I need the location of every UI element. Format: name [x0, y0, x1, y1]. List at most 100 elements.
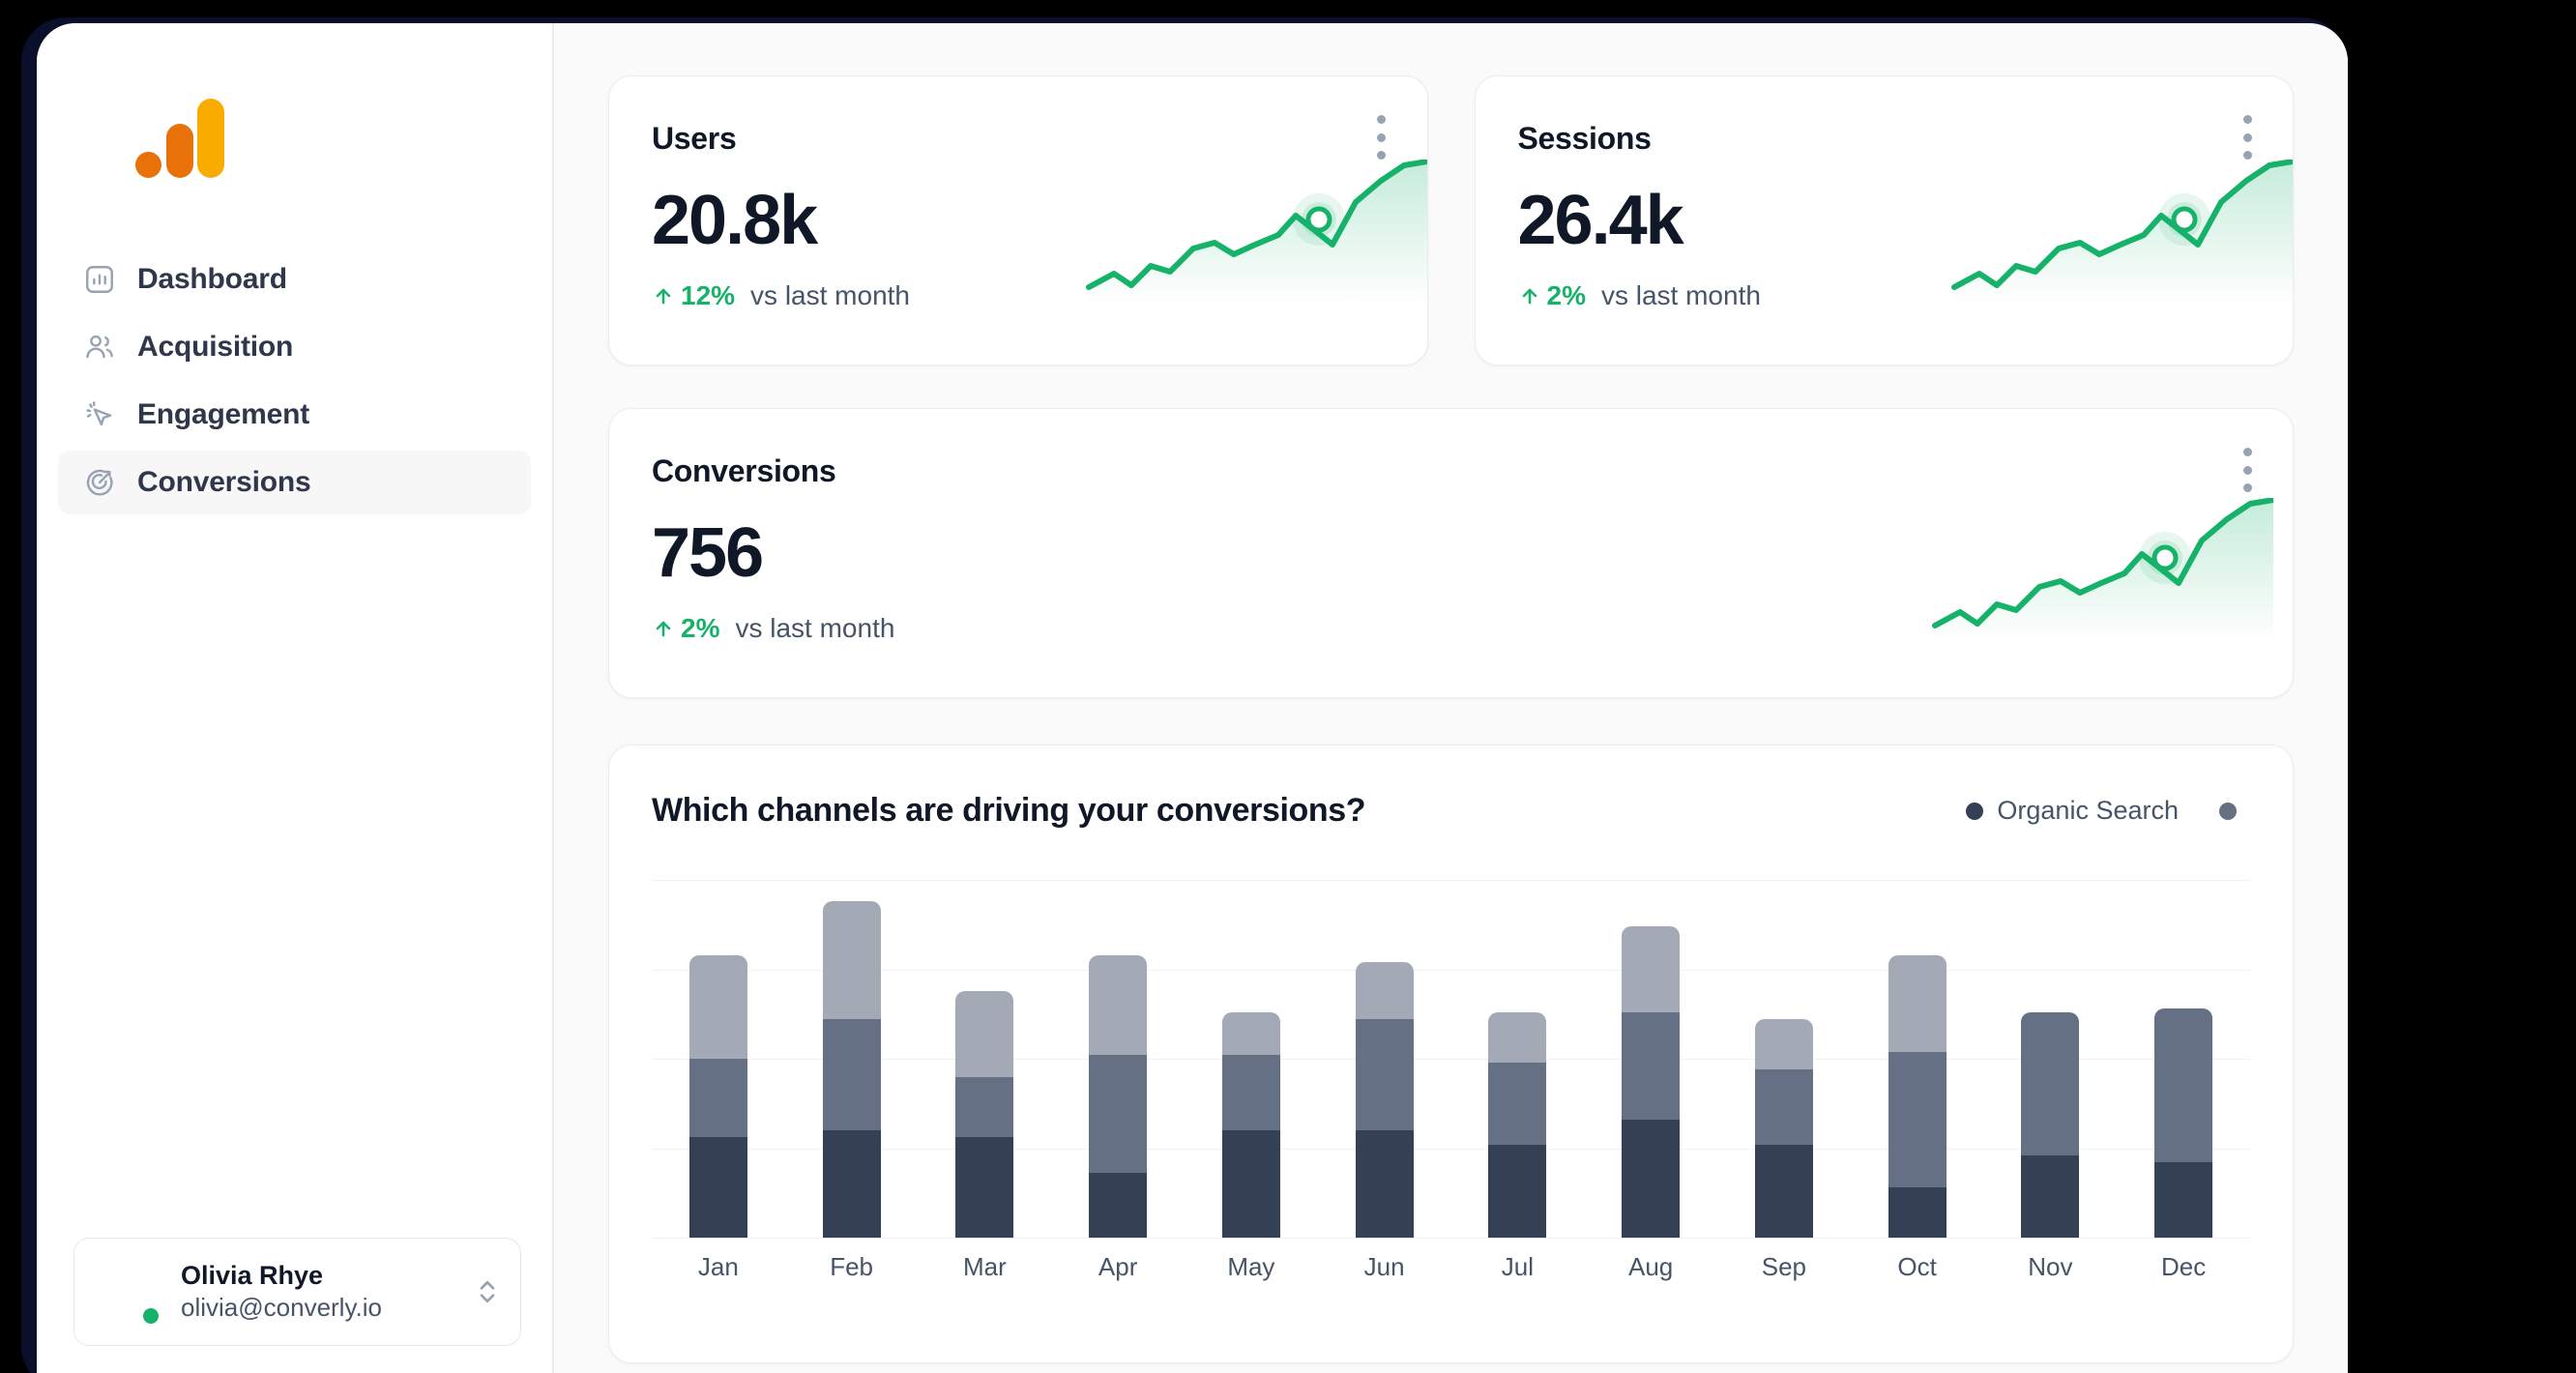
x-axis-labels: Jan Feb Mar Apr May Jun Jul Aug Sep Oct Nov Dec: [652, 1238, 2250, 1296]
x-axis-label: Jul: [1501, 1251, 1534, 1281]
stat-card-delta: 2%: [652, 613, 719, 644]
chart-legend: Organic Search: [1966, 796, 2250, 826]
legend-item-second[interactable]: [2219, 802, 2250, 820]
google-analytics-logo[interactable]: [135, 99, 224, 178]
gridline: [652, 880, 2250, 881]
x-axis-label: Jan: [697, 1251, 739, 1281]
sidebar: Dashboard Acquisition: [37, 23, 554, 1373]
bar-column[interactable]: [1221, 1011, 1280, 1238]
bar-segment: [2154, 1008, 2213, 1163]
bar-segment: [1888, 954, 1947, 1052]
main-content: Users 20.8k 12% vs last month: [554, 23, 2348, 1373]
bar-segment: [1221, 1130, 1280, 1238]
arrow-up-icon: [1518, 284, 1541, 307]
bar-column[interactable]: [1355, 962, 1414, 1238]
bar-column[interactable]: [2021, 1011, 2080, 1238]
stat-card-delta: 2%: [1518, 280, 1586, 311]
bar-column[interactable]: [955, 990, 1014, 1238]
target-icon: [83, 466, 116, 499]
bar-segment: [1089, 954, 1148, 1056]
status-badge: [141, 1306, 161, 1326]
bar-column[interactable]: [688, 954, 747, 1238]
bar-segment: [2021, 1154, 2080, 1238]
x-axis-label: Nov: [2028, 1251, 2073, 1281]
legend-item-organic-search[interactable]: Organic Search: [1966, 796, 2179, 826]
bar-chart-square-icon: [83, 263, 116, 296]
sidebar-item-dashboard[interactable]: Dashboard: [58, 248, 531, 311]
stat-card-delta-row: 12% vs last month: [652, 280, 1385, 311]
users-icon: [83, 331, 116, 364]
bar-column[interactable]: [1888, 954, 1947, 1238]
x-axis-label: Oct: [1897, 1251, 1937, 1281]
bar-segment: [688, 954, 747, 1060]
stat-card-delta-row: 2% vs last month: [1518, 280, 2251, 311]
stat-card-delta-value: 2%: [681, 613, 720, 643]
bar-segment: [1622, 1119, 1681, 1238]
gridline: [652, 1059, 2250, 1060]
stat-card-delta-value: 12%: [681, 280, 736, 310]
sidebar-item-conversions[interactable]: Conversions: [58, 451, 531, 514]
stat-card-delta-note: vs last month: [735, 613, 895, 643]
channels-chart-card: Which channels are driving your conversi…: [608, 745, 2294, 1363]
x-axis-label: Feb: [830, 1251, 874, 1281]
stat-card-value: 26.4k: [1517, 182, 1684, 259]
bar-segment: [955, 1137, 1014, 1238]
bar-segment: [1355, 962, 1414, 1020]
user-name: Olivia Rhye: [181, 1261, 324, 1290]
bar-segment: [1754, 1019, 1813, 1070]
sidebar-item-label: Dashboard: [137, 263, 287, 295]
kebab-menu-icon[interactable]: [1377, 115, 1387, 160]
app-window: Dashboard Acquisition: [37, 23, 2348, 1373]
bar-segment: [1089, 1055, 1148, 1174]
bar-column[interactable]: [822, 901, 881, 1238]
stat-card-title: Conversions: [652, 453, 836, 488]
kebab-menu-icon[interactable]: [2242, 448, 2252, 492]
logo-dot: [135, 152, 161, 178]
x-axis-label: Apr: [1098, 1251, 1138, 1281]
kebab-menu-icon[interactable]: [2242, 115, 2252, 160]
sidebar-item-label: Acquisition: [137, 331, 294, 363]
avatar: [92, 1258, 161, 1326]
bar-column[interactable]: [2154, 1008, 2213, 1238]
stat-card-users: Users 20.8k 12% vs last month: [608, 75, 1428, 365]
bar-column[interactable]: [1488, 1011, 1547, 1238]
stat-card-sessions: Sessions 26.4k 2% vs last month: [1474, 75, 2294, 365]
bar-column[interactable]: [1622, 926, 1681, 1238]
bar-segment: [1622, 926, 1681, 1012]
bar-segment: [1488, 1062, 1547, 1145]
stat-card-conversions: Conversions 756 2% vs last month: [608, 408, 2294, 698]
sidebar-nav: Dashboard Acquisition: [37, 248, 552, 514]
stat-card-delta: 12%: [652, 280, 735, 311]
bar-segment: [1355, 1130, 1414, 1238]
x-axis-label: Dec: [2161, 1251, 2207, 1281]
bar-segment: [1622, 1011, 1681, 1120]
logo-bar-medium: [166, 124, 193, 178]
bar-column[interactable]: [1754, 1019, 1813, 1238]
bar-segment: [1221, 1011, 1280, 1056]
bar-segment: [1221, 1055, 1280, 1130]
bar-segment: [955, 1076, 1014, 1138]
x-axis-label: Mar: [962, 1251, 1007, 1281]
gridline: [652, 1148, 2250, 1150]
user-account-switcher[interactable]: Olivia Rhye olivia@converly.io: [73, 1238, 521, 1346]
x-axis-label: Jun: [1363, 1251, 1405, 1281]
legend-dot: [2219, 802, 2237, 820]
arrow-up-icon: [652, 284, 675, 307]
bar-segment: [1089, 1173, 1148, 1238]
sidebar-item-engagement[interactable]: Engagement: [58, 383, 531, 447]
x-axis-label: Aug: [1627, 1251, 1674, 1281]
bar-segment: [1754, 1144, 1813, 1238]
x-axis-label: May: [1227, 1251, 1275, 1281]
stat-card-delta-row: 2% vs last month: [652, 613, 2250, 644]
chevron-up-down-icon[interactable]: [476, 1274, 499, 1309]
bar-column[interactable]: [1089, 954, 1148, 1238]
gridline: [652, 969, 2250, 971]
stat-card-value: 756: [652, 514, 764, 592]
stat-card-value: 20.8k: [652, 182, 818, 259]
sidebar-item-acquisition[interactable]: Acquisition: [58, 315, 531, 379]
sidebar-item-label: Engagement: [137, 398, 310, 430]
stat-card-delta-value: 2%: [1546, 280, 1586, 310]
bar-segment: [1888, 1051, 1947, 1188]
bar-series: [652, 880, 2250, 1238]
logo-bar-tall: [197, 99, 224, 178]
